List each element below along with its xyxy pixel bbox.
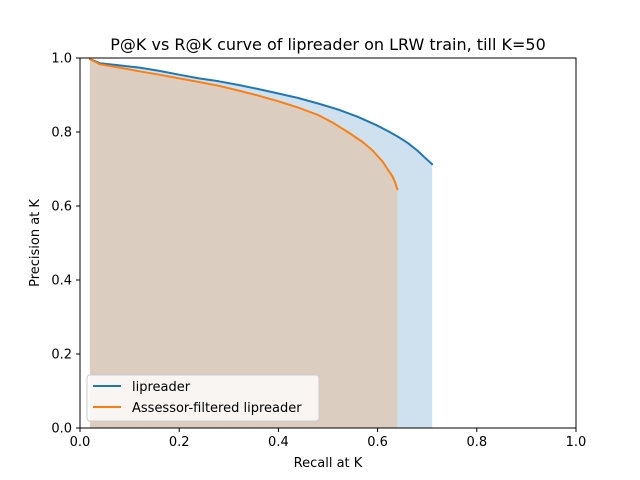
- line-series-0: [88, 58, 434, 166]
- x-tick-label-2: 0.4: [268, 435, 289, 450]
- y-tick-label-5: 1.0: [51, 52, 72, 67]
- series-lines: [88, 58, 434, 191]
- legend-box: [86, 374, 320, 422]
- series-fills: [89, 59, 433, 428]
- x-tick-label-3: 0.6: [367, 435, 388, 450]
- x-tick-label-4: 0.8: [466, 435, 487, 450]
- legend-label-lipreader: lipreader: [132, 380, 191, 395]
- y-tick-label-3: 0.6: [51, 200, 72, 215]
- plot-frame: [79, 57, 577, 429]
- y-tick-label-2: 0.4: [51, 274, 72, 289]
- x-tick-label-1: 0.2: [169, 435, 190, 450]
- y-axis-label: Precision at K: [28, 199, 43, 287]
- x-tick-label-5: 1.0: [566, 435, 587, 450]
- x-tick-label-0: 0.0: [70, 435, 91, 450]
- y-tick-label-1: 0.2: [51, 348, 72, 363]
- y-axis-ticks: 0.0 0.2 0.4 0.6 0.8 1.0: [51, 52, 80, 437]
- x-axis-label: Recall at K: [294, 456, 363, 471]
- y-tick-label-4: 0.8: [51, 126, 72, 141]
- legend: lipreader Assessor-filtered lipreader: [86, 374, 320, 422]
- area-fill-series-1: [89, 59, 398, 428]
- line-series-1: [88, 58, 399, 191]
- chart-title: P@K vs R@K curve of lipreader on LRW tra…: [110, 35, 546, 54]
- legend-label-assessor-filtered: Assessor-filtered lipreader: [132, 401, 302, 416]
- x-axis-ticks: 0.0 0.2 0.4 0.6 0.8 1.0: [70, 428, 587, 450]
- y-tick-label-0: 0.0: [51, 422, 72, 437]
